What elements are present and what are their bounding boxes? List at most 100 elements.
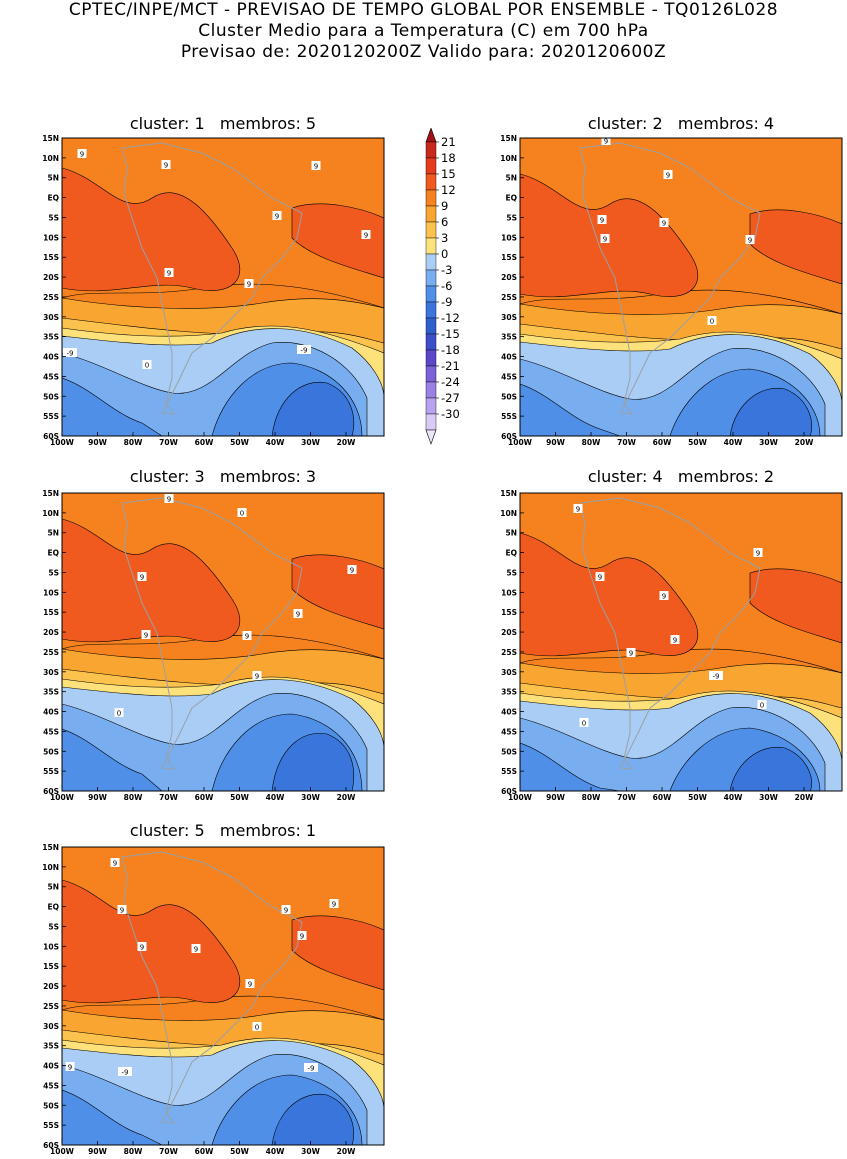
y-tick-label: EQ [506,549,518,558]
svg-text:0: 0 [255,1024,259,1032]
y-tick-label: 40S [43,708,59,717]
x-tick-label: 80W [124,1147,143,1156]
svg-text:9: 9 [120,907,124,915]
contour-label: -9 [297,345,311,355]
svg-text:9: 9 [629,650,633,658]
contour-label: 0 [707,316,717,326]
y-tick-label: 20S [501,628,517,637]
y-tick-label: 40S [501,708,517,717]
y-tick-label: 55S [43,767,59,776]
colorbar-segment [425,237,437,255]
contour-label: 9 [361,230,371,240]
y-tick-label: 30S [501,313,517,322]
panel-2-map: 9 9 9 9 9 9 0 15N 10N 5N EQ 5S 10S 15S 20S 25S 30S 35S 40S… [500,134,843,447]
x-tick-label: 70W [617,438,636,447]
y-tick-label: 25S [43,293,59,302]
svg-text:9: 9 [662,593,666,601]
y-tick-label: 10S [501,588,517,597]
colorbar-label: 9 [441,199,448,213]
svg-text:-9: -9 [67,350,74,358]
contour-label: 9 [191,944,201,954]
coastline [121,142,303,415]
contour-label: 9 [670,635,680,645]
colorbar-segment [425,317,437,335]
contour-label: 9 [573,504,583,514]
x-tick-label: 50W [688,438,707,447]
x-tick-label: 40W [724,438,743,447]
contour-label: 9 [164,268,174,278]
x-tick-label: 60W [195,438,214,447]
colorbar-bottom-arrow [425,429,437,445]
svg-text:9: 9 [80,151,84,159]
contour-label: 9 [137,942,147,952]
y-tick-label: 25S [43,1002,59,1011]
y-tick-label: 15N [500,489,517,498]
colorbar-segment [425,349,437,367]
colorbar-segment [425,365,437,383]
coastline [121,497,303,770]
y-tick-label: 60S [501,787,517,796]
svg-text:-9: -9 [713,673,720,681]
svg-text:9: 9 [296,611,300,619]
y-tick-label: 5N [48,529,60,538]
contour-label: 9 [272,211,282,221]
colorbar-segment [425,333,437,351]
contour-label: 9 [252,671,262,681]
x-tick-label: 50W [230,793,249,802]
panel-4-title: cluster: 4 membros: 2 [587,467,775,486]
x-tick-label: 90W [88,1147,107,1156]
y-tick-label: 45S [501,727,517,736]
x-tick-label: 60W [195,793,214,802]
svg-text:-9: -9 [301,347,308,355]
svg-text:9: 9 [255,673,259,681]
colorbar-segment [425,253,437,271]
contour-label: 9 [281,905,291,915]
y-tick-label: 5S [506,213,517,222]
x-tick-label: 60W [653,793,672,802]
contour-label: 0 [252,1022,262,1032]
temperature-band-10 [729,746,813,791]
svg-text:-9: -9 [308,1065,315,1073]
y-tick-label: 15N [42,489,59,498]
y-tick-label: 40S [43,353,59,362]
colorbar-label: -6 [441,279,452,293]
contour-label: 9 [293,609,303,619]
colorbar-label: 3 [441,231,448,245]
y-tick-label: 20S [43,628,59,637]
colorbar-label: -15 [441,327,460,341]
svg-text:9: 9 [666,172,670,180]
y-tick-label: 5S [48,213,59,222]
temperature-band-8 [520,742,621,791]
y-tick-label: 20S [43,982,59,991]
y-tick-label: 5N [48,174,60,183]
svg-text:9: 9 [194,946,198,954]
y-tick-label: 5S [48,922,59,931]
contour-label: 9 [297,931,307,941]
contour-label: 9 [753,548,763,558]
y-tick-label: 25S [501,293,517,302]
contour-label: 9 [65,1062,75,1072]
svg-text:9: 9 [113,860,117,868]
temperature-band-10 [271,381,355,436]
x-tick-label: 70W [617,793,636,802]
contour-label: 9 [137,572,147,582]
x-tick-label: 20W [337,1147,356,1156]
contour-label: -9 [304,1063,318,1073]
svg-text:0: 0 [145,362,149,370]
temperature-band-10 [271,1093,355,1145]
x-tick-label: 100W [50,1147,75,1156]
y-tick-label: 5S [506,568,517,577]
svg-text:9: 9 [332,901,336,909]
y-tick-label: 25S [501,648,517,657]
y-tick-label: 15N [42,843,59,852]
panel-2-title: cluster: 2 membros: 4 [587,114,775,133]
svg-text:0: 0 [710,318,714,326]
y-tick-label: 60S [43,432,59,441]
contour-label: 9 [117,905,127,915]
y-tick-label: 35S [43,333,59,342]
y-tick-label: 15N [500,134,517,143]
contour-label: 9 [311,161,321,171]
temperature-band-8 [520,383,621,436]
contour-label: -9 [118,1067,132,1077]
svg-text:9: 9 [144,632,148,640]
